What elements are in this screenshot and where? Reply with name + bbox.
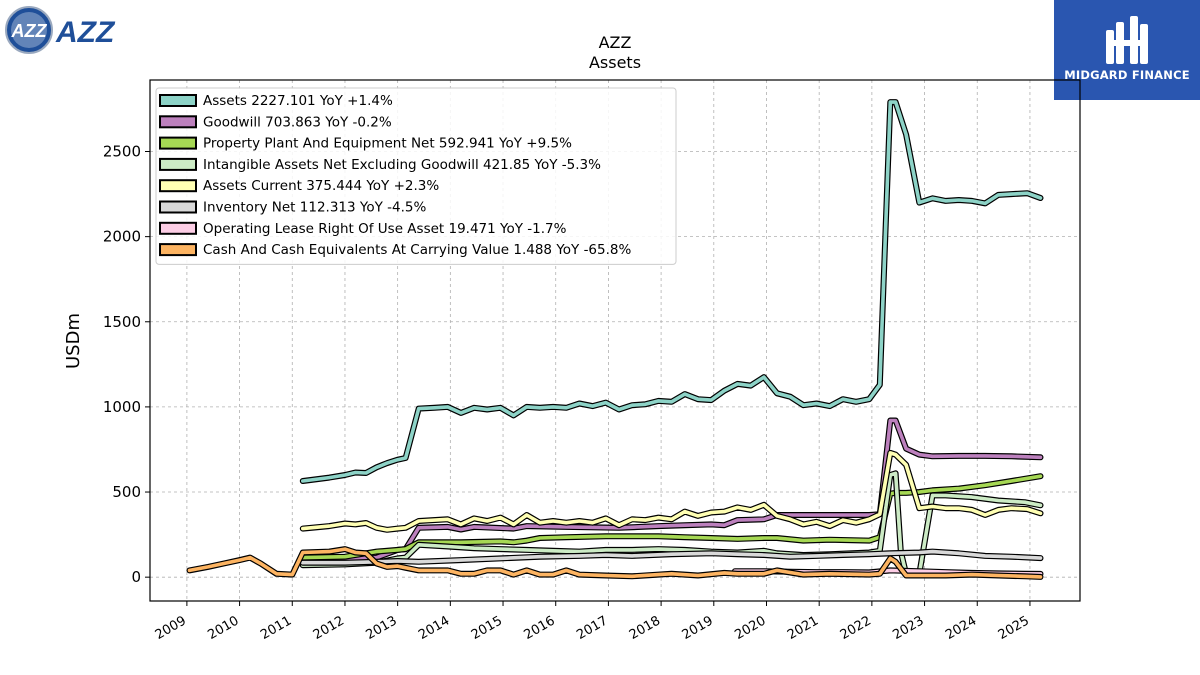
legend-swatch: [159, 136, 197, 150]
legend-entry: Cash And Cash Equivalents At Carrying Va…: [203, 242, 631, 258]
series-assets: [299, 99, 1044, 484]
x-tick-label: 2009: [153, 613, 189, 643]
legend-swatch: [159, 157, 197, 171]
x-tick-label: 2022: [838, 613, 874, 643]
x-tick-label: 2021: [785, 613, 821, 643]
brand-name: MIDGARD FINANCE: [1064, 68, 1190, 82]
legend-box: [155, 87, 677, 265]
legend-swatch: [159, 179, 197, 193]
x-tick-label: 2012: [311, 613, 347, 643]
x-tick-label: 2011: [258, 613, 294, 643]
y-tick-label: 500: [112, 483, 141, 501]
series-inventory-net: [299, 548, 1044, 566]
series-line: [301, 100, 1043, 483]
series-lines: [186, 99, 1044, 580]
midgard-finance-badge: MIDGARD FINANCE: [1054, 0, 1200, 100]
y-tick-label: 2000: [103, 228, 141, 246]
azz-logo-mark: AZZ: [11, 21, 48, 41]
legend-entry: Property Plant And Equipment Net 592.941…: [203, 136, 572, 152]
plot-area-frame: [149, 79, 1081, 602]
x-tick-label: 2016: [522, 613, 558, 643]
series-assets-current: [299, 449, 1044, 533]
x-tick-label: 2025: [996, 613, 1032, 643]
series-line: [301, 451, 1043, 532]
series-cash-and-cash-equivalents-at-carrying-value: [186, 546, 1044, 580]
legend-entry: Inventory Net 112.313 YoY -4.5%: [203, 200, 426, 216]
midgard-logo-icon: [1106, 16, 1148, 64]
legend-entry: Assets Current 375.444 YoY +2.3%: [203, 178, 439, 194]
legend-swatch: [159, 243, 197, 257]
y-tick-label: 1000: [103, 398, 141, 416]
y-axis-label: USDm: [63, 313, 84, 369]
x-tick-label: 2018: [627, 613, 663, 643]
series-line: [301, 418, 1043, 561]
legend-swatch: [159, 221, 197, 235]
legend-swatch: [159, 200, 197, 214]
legend-entry: Operating Lease Right Of Use Asset 19.47…: [203, 221, 567, 237]
x-tick-label: 2010: [205, 613, 241, 643]
legend-entry: Assets 2227.101 YoY +1.4%: [203, 93, 393, 109]
y-tick-label: 1500: [103, 313, 141, 331]
x-tick-label: 2013: [363, 613, 399, 643]
legend-entry: Intangible Assets Net Excluding Goodwill…: [203, 157, 601, 173]
x-tick-label: 2023: [890, 613, 926, 643]
x-tick-label: 2014: [416, 613, 452, 643]
x-tick-label: 2017: [574, 613, 610, 643]
legend-swatch: [159, 94, 197, 107]
azz-logo-text: AZZ: [55, 16, 116, 49]
azz-logo-emblem-icon: [5, 6, 53, 54]
x-tick-label: 2024: [943, 613, 979, 643]
legend-swatch: [159, 115, 197, 129]
chart-title: AZZ: [599, 33, 632, 52]
x-tick-label: 2020: [732, 613, 768, 643]
x-tick-label: 2015: [469, 613, 505, 643]
series-line: [301, 549, 1043, 565]
azz-logo: AZZ AZZ: [5, 6, 116, 54]
legend-entry: Goodwill 703.863 YoY -0.2%: [203, 114, 392, 130]
chart-subtitle: Assets: [589, 53, 641, 72]
y-tick-label: 0: [131, 568, 141, 586]
legend: Assets 2227.101 YoY +1.4% Goodwill 703.86…: [155, 87, 677, 265]
series-goodwill: [299, 417, 1044, 562]
y-tick-label: 2500: [103, 143, 141, 161]
series-line: [187, 547, 1043, 579]
x-tick-label: 2019: [680, 613, 716, 643]
